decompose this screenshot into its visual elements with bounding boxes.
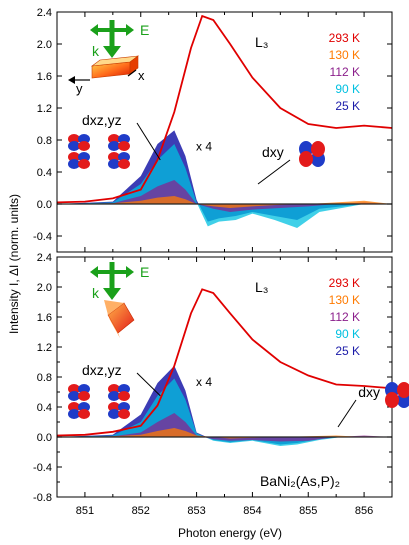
dxz-yz-orbital-icon	[68, 134, 130, 169]
y-tick-label: 1.2	[37, 342, 52, 354]
legend-entry: 293 K	[329, 31, 360, 45]
x-tick-label: 854	[243, 505, 261, 517]
y-tick-label: 2.4	[37, 7, 52, 19]
x-tick-label: 851	[76, 505, 94, 517]
y-tick-label: -0.4	[33, 231, 52, 243]
plot-area	[57, 288, 392, 446]
dxz-yz-label: dxz,yz	[82, 362, 122, 378]
legend-entry: 293 K	[329, 276, 360, 290]
dxy-label: dxy	[262, 144, 284, 160]
y-tick-label: 0.0	[37, 199, 52, 211]
crystal-slab-icon	[90, 55, 140, 79]
y-tick-label: 0.8	[37, 372, 52, 384]
difference-area-130k	[57, 196, 392, 208]
dxy-label: dxy	[358, 384, 380, 400]
x-tick-label: 852	[132, 505, 150, 517]
wavevector-label: k	[92, 285, 100, 301]
x-axis-arrow	[127, 69, 137, 77]
legend-entry: 25 K	[335, 344, 360, 358]
legend-entry: 130 K	[329, 293, 360, 307]
wavevector-label: k	[92, 43, 100, 59]
y-tick-label: 1.2	[37, 103, 52, 115]
polarization-label: E	[140, 264, 149, 280]
x-axis-label: Photon energy (eV)	[178, 526, 282, 540]
dxz-yz-pointer	[136, 372, 161, 397]
dxy-orbital-icon	[299, 141, 325, 167]
dxz-yz-pointer	[136, 122, 161, 161]
y-tick-label: 2.0	[37, 282, 52, 294]
y-tick-label: 2.4	[37, 252, 52, 264]
polarization-label: E	[140, 22, 149, 38]
y-tick-label: 0.8	[37, 135, 52, 147]
y-tick-label: 2.0	[37, 39, 52, 51]
y-axis-label: Intensity I, ΔI (norm. units)	[7, 194, 21, 334]
compound-label: BaNi₂(As,P)₂	[260, 473, 340, 489]
dxz-yz-label: dxz,yz	[82, 112, 122, 128]
legend-entry: 112 K	[330, 310, 360, 324]
beam-geometry-icon: Ek	[90, 262, 149, 301]
y-tick-label: -0.8	[33, 492, 52, 504]
difference-area-90k	[57, 378, 392, 446]
x-tick-label: 856	[355, 505, 373, 517]
y-tick-label: 0.4	[37, 402, 52, 414]
legend: 293 K 130 K 112 K 90 K 25 K	[329, 31, 360, 113]
upper-panel: -0.4 0.0 0.4 0.8 1.2 1.6 2.0 2.4 293 K 130 K 112 K…	[33, 7, 393, 253]
y-tick-label: 0.0	[37, 432, 52, 444]
dxy-orbital-icon	[385, 382, 409, 408]
x-direction-label: x	[138, 68, 145, 83]
legend-entry: 25 K	[335, 99, 360, 113]
difference-area-112k	[57, 413, 392, 442]
plot-area	[57, 14, 392, 228]
legend-entry: 130 K	[329, 48, 360, 62]
legend-entry: 90 K	[335, 82, 360, 96]
difference-area-130k	[57, 428, 392, 439]
scale-factor-label: x 4	[196, 139, 212, 153]
crystal-rod-icon	[104, 300, 135, 338]
dxy-pointer	[337, 399, 357, 428]
y-tick-label: 1.6	[37, 71, 52, 83]
beam-geometry-icon: Ek	[90, 20, 149, 59]
dxz-yz-orbital-icon	[68, 384, 130, 419]
lower-panel: -0.8 -0.4 0.0 0.4 0.8 1.2 1.6 2.0 2.4 851 852 853 85…	[33, 252, 409, 517]
y-direction-label: y	[76, 81, 83, 96]
legend-entry: 112 K	[330, 65, 360, 79]
x-tick-label: 855	[299, 505, 317, 517]
legend-entry: 90 K	[335, 327, 360, 341]
y-tick-label: 1.6	[37, 312, 52, 324]
edge-label: L₃	[255, 279, 269, 295]
dxy-pointer	[257, 159, 291, 185]
scale-factor-label: x 4	[196, 375, 212, 389]
edge-label: L₃	[255, 34, 269, 50]
legend: 293 K 130 K 112 K 90 K 25 K	[329, 276, 360, 358]
x-tick-label: 853	[187, 505, 205, 517]
difference-area-90k	[57, 144, 392, 228]
series-line-293k	[57, 14, 392, 204]
y-tick-label: 0.4	[37, 167, 52, 179]
y-tick-label: -0.4	[33, 462, 52, 474]
series-line-293k	[57, 288, 392, 437]
